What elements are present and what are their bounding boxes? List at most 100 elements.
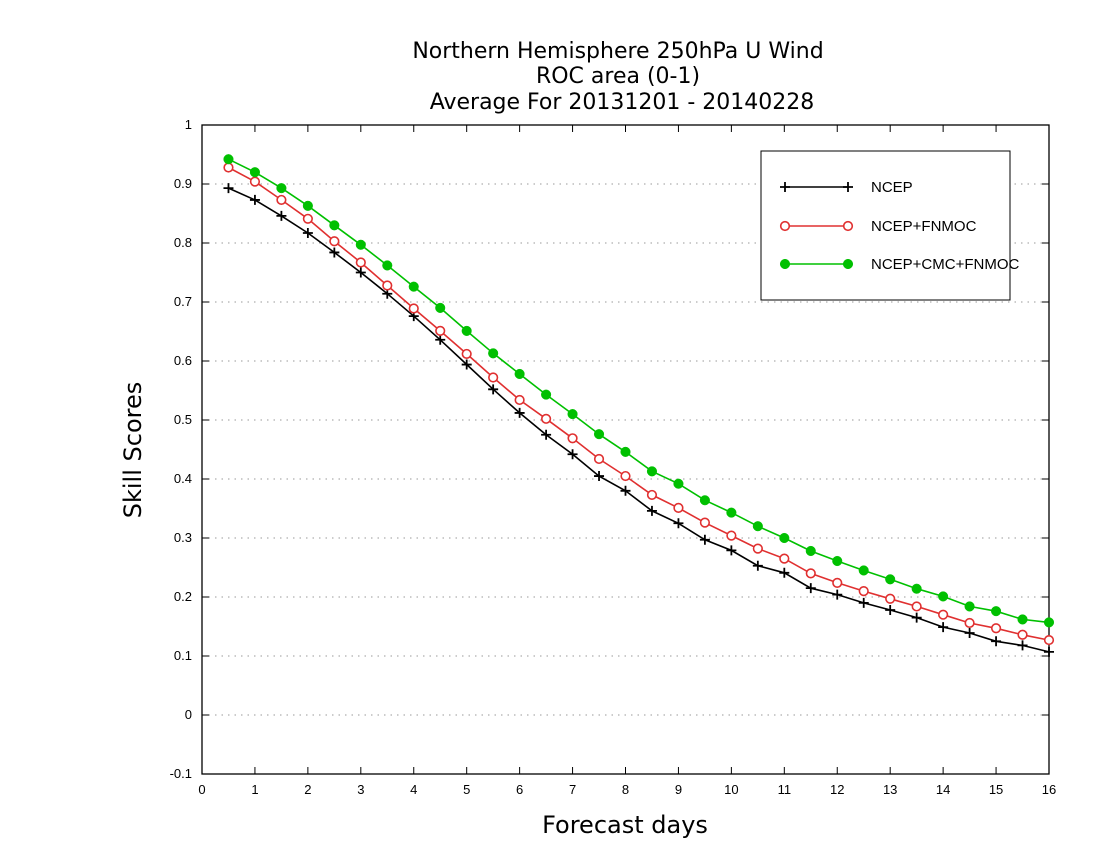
- x-tick-label: 4: [410, 782, 417, 797]
- series-3-point: [223, 154, 234, 165]
- series-3-point: [302, 200, 313, 211]
- series-2-point: [699, 517, 711, 528]
- series-1-point: [435, 334, 446, 345]
- series-2-point: [805, 568, 816, 579]
- series-3-point: [805, 545, 816, 557]
- series-2-point: [911, 601, 922, 612]
- y-tick-label: 0.4: [174, 471, 192, 486]
- series-3-point: [1017, 614, 1028, 625]
- series-3: [223, 154, 1055, 628]
- series-2-point: [567, 433, 578, 444]
- x-tick-label: 8: [622, 782, 629, 797]
- y-tick-label: 0.2: [174, 589, 192, 604]
- y-tick-label: 0.9: [174, 176, 192, 191]
- series-2-point: [461, 348, 472, 360]
- x-tick-label: 2: [304, 782, 311, 797]
- legend-label: NCEP+CMC+FNMOC: [871, 256, 1020, 273]
- series-3-point: [779, 532, 790, 544]
- legend-marker: [779, 258, 791, 270]
- series-1-point: [991, 636, 1002, 647]
- chart-title-line-2: ROC area (0-1): [536, 64, 700, 89]
- legend-label: NCEP+FNMOC: [871, 218, 977, 235]
- series-1-point: [779, 567, 790, 578]
- series-2-point: [1017, 629, 1028, 640]
- x-tick-label: 10: [724, 782, 738, 797]
- y-tick-label: 0.7: [174, 294, 192, 309]
- series-1-point: [488, 384, 499, 395]
- series-1-point: [249, 194, 260, 205]
- series-2-point: [540, 413, 552, 424]
- x-tick-label: 13: [883, 782, 897, 797]
- series-1-point: [514, 407, 525, 418]
- legend-marker: [842, 258, 854, 270]
- x-tick-label: 12: [830, 782, 844, 797]
- chart-title-line-3: Average For 20131201 - 20140228: [430, 90, 815, 115]
- series-2-point: [726, 530, 737, 541]
- series-2-point: [302, 213, 313, 224]
- series-3-point: [382, 260, 393, 271]
- series-3-point: [593, 429, 605, 440]
- y-tick-label: 1: [185, 117, 192, 132]
- series-2-point: [1043, 634, 1055, 646]
- y-tick-label: -0.1: [170, 766, 192, 781]
- series-layer: [223, 154, 1055, 657]
- series-1-point: [329, 247, 340, 258]
- series-1: [223, 183, 1054, 657]
- series-1-point: [302, 227, 313, 238]
- series-2-point: [276, 194, 287, 206]
- legend-entries: NCEP NCEP+FNMOC NCEP+CMC+FNMOC: [779, 179, 1020, 273]
- series-2-point: [408, 303, 419, 314]
- x-tick-label: 16: [1042, 782, 1056, 797]
- series-3-point: [991, 606, 1002, 617]
- legend-entry-3: NCEP+CMC+FNMOC: [779, 256, 1020, 273]
- series-3-point: [620, 446, 631, 457]
- series-3-point: [355, 239, 366, 250]
- series-3-point: [514, 368, 525, 380]
- x-tick-label: 0: [198, 782, 205, 797]
- x-tick-label: 9: [675, 782, 682, 797]
- series-1-point: [223, 183, 234, 194]
- series-3-point: [1043, 617, 1055, 628]
- series-1-point: [752, 560, 763, 571]
- series-1-line: [228, 187, 1050, 653]
- series-3-point: [752, 521, 763, 532]
- series-3-point: [911, 583, 922, 594]
- series-3-point: [329, 220, 340, 231]
- series-3-point: [435, 302, 446, 313]
- series-3-point: [964, 601, 975, 612]
- series-1-point: [885, 604, 896, 615]
- series-1-point: [1017, 640, 1028, 651]
- series-3-point: [858, 565, 869, 576]
- series-3-point: [885, 574, 896, 585]
- series-1-point: [1044, 646, 1054, 657]
- series-1-point: [276, 210, 287, 221]
- series-2-point: [329, 236, 340, 247]
- series-1-point: [646, 505, 657, 516]
- series-1-point: [805, 583, 816, 594]
- series-1-point: [938, 622, 949, 633]
- series-3-point: [938, 591, 949, 602]
- legend-marker: [780, 182, 790, 192]
- series-3-point: [699, 495, 710, 506]
- x-tick-label: 6: [516, 782, 523, 797]
- series-2-point: [382, 280, 393, 291]
- series-3-point: [541, 389, 552, 400]
- x-tick-label: 15: [989, 782, 1003, 797]
- series-3-point: [249, 167, 260, 178]
- series-1-point: [594, 471, 605, 482]
- series-2-point: [355, 257, 366, 268]
- series-2-point: [673, 502, 684, 514]
- series-2-point: [752, 543, 763, 554]
- x-axis-label: Forecast days: [542, 811, 708, 839]
- series-2-point: [779, 553, 790, 564]
- y-tick-label: 0.8: [174, 235, 192, 250]
- legend-marker: [843, 182, 853, 192]
- legend-entry-1: NCEP: [780, 179, 913, 196]
- series-2-point: [885, 593, 896, 604]
- x-tick-label: 5: [463, 782, 470, 797]
- series-1-point: [911, 612, 922, 623]
- y-tick-label: 0: [185, 707, 192, 722]
- series-1-point: [964, 627, 975, 638]
- series-3-point: [488, 348, 499, 359]
